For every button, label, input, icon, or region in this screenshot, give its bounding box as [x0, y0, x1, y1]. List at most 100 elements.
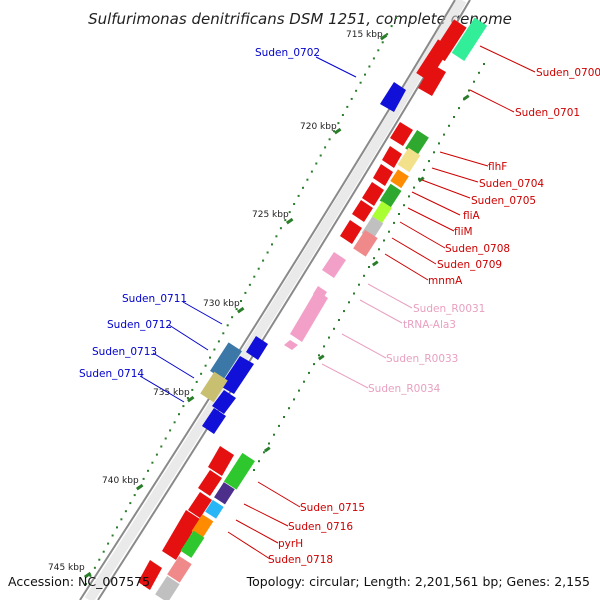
tick-dot [85, 583, 87, 585]
label-suden-0712[interactable]: Suden_0712 [107, 319, 172, 331]
tick-dot [273, 433, 275, 436]
gene-pyrh[interactable] [188, 492, 224, 519]
gene-suden-0714[interactable] [202, 390, 236, 434]
tick-dot [358, 283, 360, 286]
tick-dot [213, 348, 216, 351]
gene-suden-0716[interactable] [198, 470, 235, 505]
label-suden-0713[interactable]: Suden_0713 [92, 346, 157, 358]
tick-dot [240, 300, 242, 302]
tick-dot [107, 542, 110, 545]
label-suden-0711[interactable]: Suden_0711 [122, 293, 187, 305]
gene-suden-0700-green[interactable] [451, 17, 488, 61]
label-flhf[interactable]: flhF [488, 161, 507, 173]
tick-dot [468, 89, 470, 92]
label-suden-0709[interactable]: Suden_0709 [437, 259, 502, 271]
gene-suden-0712[interactable] [210, 342, 242, 380]
tick-dot [253, 469, 255, 471]
map-title: Sulfurimonas denitrificans DSM 1251, com… [88, 10, 512, 28]
tick-dot [173, 421, 176, 424]
tick-dot [266, 251, 269, 254]
gene-suden-0718[interactable] [138, 510, 214, 600]
tick-dot [164, 437, 167, 440]
gene-suden-r0034[interactable] [284, 340, 298, 350]
tick-dot [328, 138, 331, 141]
tick-dot [98, 558, 101, 561]
tick-dot [231, 316, 234, 319]
tick-label-735: 735 kbp [153, 388, 190, 398]
tick-label-745: 745 kbp [48, 563, 85, 573]
label-suden-0705[interactable]: Suden_0705 [471, 195, 536, 207]
tick-dot [297, 194, 300, 197]
label-suden-r0034[interactable]: Suden_R0034 [368, 383, 441, 395]
tick-dot [209, 356, 211, 359]
tick-dot [257, 267, 260, 270]
tick-dot [200, 372, 203, 375]
label-suden-0708[interactable]: Suden_0708 [445, 243, 510, 255]
tick-dot [348, 301, 350, 304]
label-suden-0701[interactable]: Suden_0701 [515, 107, 580, 119]
label-suden-r0031[interactable]: Suden_R0031 [413, 303, 485, 315]
label-flia[interactable]: fliA [463, 210, 481, 222]
tick-dot [288, 211, 291, 214]
tick-labels: 715 kbp 720 kbp 725 kbp 730 kbp 735 kbp … [48, 30, 383, 573]
gene-suden-0700-b[interactable] [432, 19, 467, 62]
gene-suden-r0031[interactable] [322, 252, 346, 278]
tick-dot [383, 239, 385, 242]
tick-dot [186, 397, 189, 399]
label-suden-0718[interactable]: Suden_0718 [268, 554, 333, 566]
tick-label-715: 715 kbp [346, 30, 383, 40]
tick-dot [284, 219, 287, 222]
genome-backbone [79, 0, 471, 600]
tick-dot [359, 81, 362, 84]
gene-suden-0711[interactable] [246, 336, 268, 360]
label-flim[interactable]: fliM [454, 226, 473, 238]
tick-dot [93, 566, 96, 569]
tick-dot [263, 451, 265, 454]
tick-dot [388, 230, 390, 233]
tick-dot [395, 17, 397, 19]
tick-dot [262, 259, 265, 262]
label-mnma[interactable]: mnmA [428, 275, 463, 287]
gene-suden-r0033[interactable] [290, 290, 328, 342]
tick-dot [293, 398, 295, 401]
label-suden-0716[interactable]: Suden_0716 [288, 521, 353, 533]
tick-dot [363, 274, 365, 277]
tick-dot [458, 107, 460, 110]
gene-flia[interactable] [362, 182, 402, 208]
label-pyrh[interactable]: pyrH [278, 538, 303, 550]
tick-dot [453, 116, 455, 118]
label-trna-ala3[interactable]: tRNA-Ala3 [403, 319, 456, 331]
gene-suden-0709[interactable] [353, 229, 378, 257]
label-suden-r0033[interactable]: Suden_R0033 [386, 353, 458, 365]
tick-dot [279, 227, 282, 230]
tick-dot [381, 41, 384, 44]
label-suden-0702[interactable]: Suden_0702 [255, 47, 320, 59]
tick-dot [413, 186, 415, 189]
label-suden-0714[interactable]: Suden_0714 [79, 368, 144, 380]
tick-dot [403, 204, 405, 207]
tick-dot [372, 57, 375, 60]
tick-dot [271, 243, 273, 246]
tick-dot [268, 442, 270, 445]
gene-suden-0704[interactable] [382, 146, 421, 173]
gene-suden-0701[interactable] [418, 64, 446, 96]
gene-flim[interactable] [352, 200, 392, 223]
gene-suden-0702[interactable] [380, 82, 406, 112]
tick-dot [124, 510, 127, 513]
tick-dot [169, 429, 172, 432]
label-suden-0700[interactable]: Suden_0700 [536, 67, 600, 79]
label-suden-0704[interactable]: Suden_0704 [479, 178, 544, 190]
tick-dot [337, 122, 340, 125]
tick-dot [433, 151, 435, 154]
tick-dot [129, 502, 132, 505]
tick-dot [278, 424, 280, 427]
gene-suden-0715[interactable] [208, 446, 255, 490]
tick-dot [328, 336, 330, 339]
gene-suden-0713[interactable] [200, 356, 254, 403]
gene-suden-0705[interactable] [373, 164, 409, 189]
tick-dot [308, 371, 310, 374]
tick-dot [343, 310, 345, 313]
label-suden-0715[interactable]: Suden_0715 [300, 502, 365, 514]
topology-text: Topology: circular; Length: 2,201,561 bp… [246, 574, 590, 589]
tick-dot [275, 235, 278, 238]
